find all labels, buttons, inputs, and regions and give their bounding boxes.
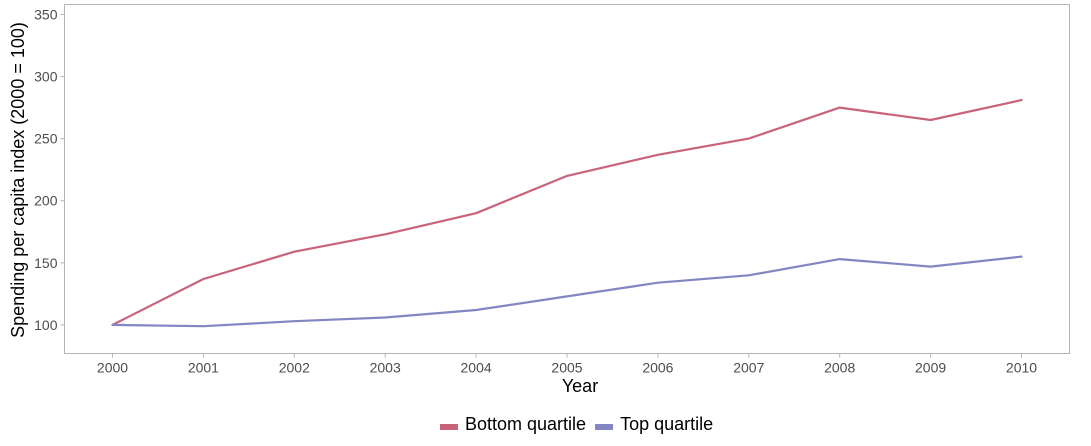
y-tick-label: 350 bbox=[34, 6, 58, 22]
x-tick-label: 2005 bbox=[551, 360, 582, 376]
x-axis-title: Year bbox=[562, 376, 598, 396]
y-tick-label: 250 bbox=[34, 131, 58, 147]
x-tick-label: 2007 bbox=[733, 360, 764, 376]
x-tick-label: 2006 bbox=[642, 360, 673, 376]
series-lines bbox=[111, 98, 1023, 328]
series-line-bottom-quartile bbox=[111, 98, 1023, 326]
x-tick-label: 2009 bbox=[915, 360, 946, 376]
plot-panel bbox=[64, 4, 1070, 354]
y-tick-label: 150 bbox=[34, 255, 58, 271]
x-tick-label: 2003 bbox=[370, 360, 401, 376]
legend-swatch-top-quartile bbox=[595, 424, 614, 430]
legend-label-top-quartile: Top quartile bbox=[620, 414, 713, 434]
legend: Bottom quartile Top quartile bbox=[440, 414, 713, 434]
x-axis-ticks: 2000 2001 2002 2003 2004 2005 2006 2007 2008 2009… bbox=[97, 353, 1037, 376]
y-tick-label: 300 bbox=[34, 69, 58, 85]
x-tick-label: 2004 bbox=[461, 360, 492, 376]
x-tick-label: 2010 bbox=[1006, 360, 1037, 376]
x-tick-label: 2002 bbox=[279, 360, 310, 376]
y-tick-label: 200 bbox=[34, 193, 58, 209]
series-line-top-quartile bbox=[111, 255, 1023, 328]
y-axis-title: Spending per capita index (2000 = 100) bbox=[8, 22, 28, 338]
y-tick-label: 100 bbox=[34, 317, 58, 333]
legend-swatch-bottom-quartile bbox=[440, 424, 458, 430]
x-tick-label: 2001 bbox=[188, 360, 219, 376]
x-tick-label: 2000 bbox=[97, 360, 128, 376]
legend-label-bottom-quartile: Bottom quartile bbox=[465, 414, 586, 434]
y-axis-ticks: 100 150 200 250 300 350 bbox=[34, 6, 65, 333]
x-tick-label: 2008 bbox=[824, 360, 855, 376]
